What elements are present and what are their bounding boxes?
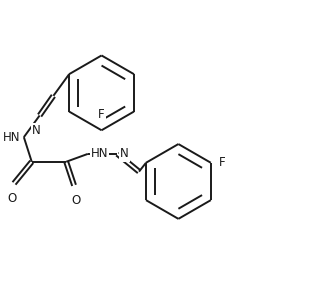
Text: HN: HN — [91, 147, 108, 161]
Text: F: F — [98, 108, 105, 121]
Text: O: O — [7, 192, 17, 205]
Text: F: F — [219, 156, 225, 169]
Text: N: N — [120, 147, 129, 161]
Text: HN: HN — [2, 131, 20, 144]
Text: N: N — [32, 124, 41, 137]
Text: O: O — [71, 194, 81, 207]
